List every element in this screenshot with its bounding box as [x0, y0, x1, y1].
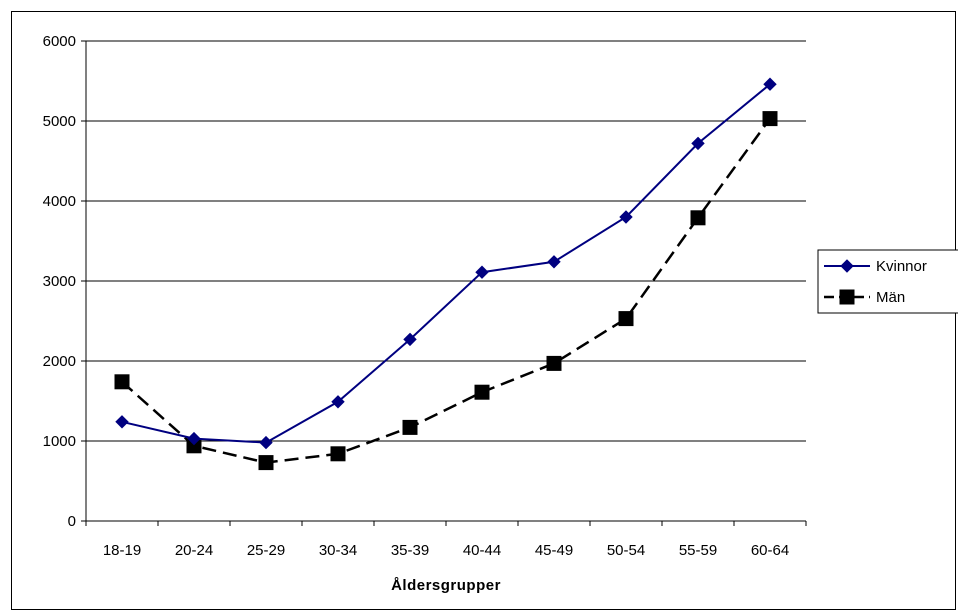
- legend-label: Män: [876, 289, 905, 306]
- x-axis-title: Åldersgrupper: [391, 577, 501, 594]
- data-point: [403, 332, 417, 347]
- legend-item: Kvinnor: [824, 258, 927, 275]
- data-point: [187, 431, 201, 446]
- y-tick-label: 5000: [43, 113, 76, 130]
- chart-frame: [11, 11, 956, 610]
- series-1: [114, 111, 778, 471]
- x-tick-label: 60-64: [751, 542, 789, 559]
- y-tick-label: 3000: [43, 273, 76, 290]
- data-point: [402, 419, 418, 435]
- x-tick-label: 55-59: [679, 542, 717, 559]
- data-point: [475, 265, 489, 279]
- data-point: [618, 311, 634, 327]
- x-tick-label: 50-54: [607, 542, 645, 559]
- x-tick-label: 30-34: [319, 542, 357, 559]
- y-tick-label: 2000: [43, 353, 76, 370]
- legend-marker: [840, 259, 854, 273]
- data-point: [259, 435, 273, 450]
- x-tick-label: 25-29: [247, 542, 285, 559]
- data-point: [474, 384, 490, 400]
- data-point: [331, 395, 345, 409]
- series-line: [121, 83, 771, 444]
- data-point: [619, 210, 633, 224]
- data-point: [546, 355, 562, 371]
- data-point: [691, 136, 705, 151]
- series-layer: [114, 77, 778, 471]
- data-point: [690, 210, 706, 226]
- y-tick-label: 0: [68, 513, 76, 530]
- x-tick-label: 35-39: [391, 542, 429, 559]
- legend-label: Kvinnor: [876, 258, 927, 275]
- y-tick-label: 6000: [43, 33, 76, 50]
- data-point: [547, 255, 561, 269]
- x-tick-label: 20-24: [175, 542, 213, 559]
- data-point: [114, 374, 130, 390]
- data-point: [330, 446, 346, 462]
- x-axis-ticks: 18-19 20-24 25-29 30-34 35-39 40-44 45-49 50-54…: [85, 521, 807, 559]
- legend: Kvinnor Män: [817, 249, 958, 314]
- y-tick-label: 1000: [43, 433, 76, 450]
- x-tick-label: 45-49: [535, 542, 573, 559]
- data-point: [258, 455, 274, 471]
- data-point: [763, 77, 777, 91]
- series-0: [115, 77, 777, 450]
- data-point: [762, 111, 778, 127]
- x-tick-label: 40-44: [463, 542, 501, 559]
- legend-item: Män: [824, 289, 905, 306]
- legend-marker: [839, 289, 855, 305]
- series-line: [121, 117, 772, 464]
- y-tick-label: 4000: [43, 193, 76, 210]
- y-axis-ticks: 0 1000 2000 3000 4000 5000 6000: [43, 33, 86, 530]
- x-tick-label: 18-19: [103, 542, 141, 559]
- gridlines: [86, 40, 806, 442]
- data-point: [115, 415, 129, 429]
